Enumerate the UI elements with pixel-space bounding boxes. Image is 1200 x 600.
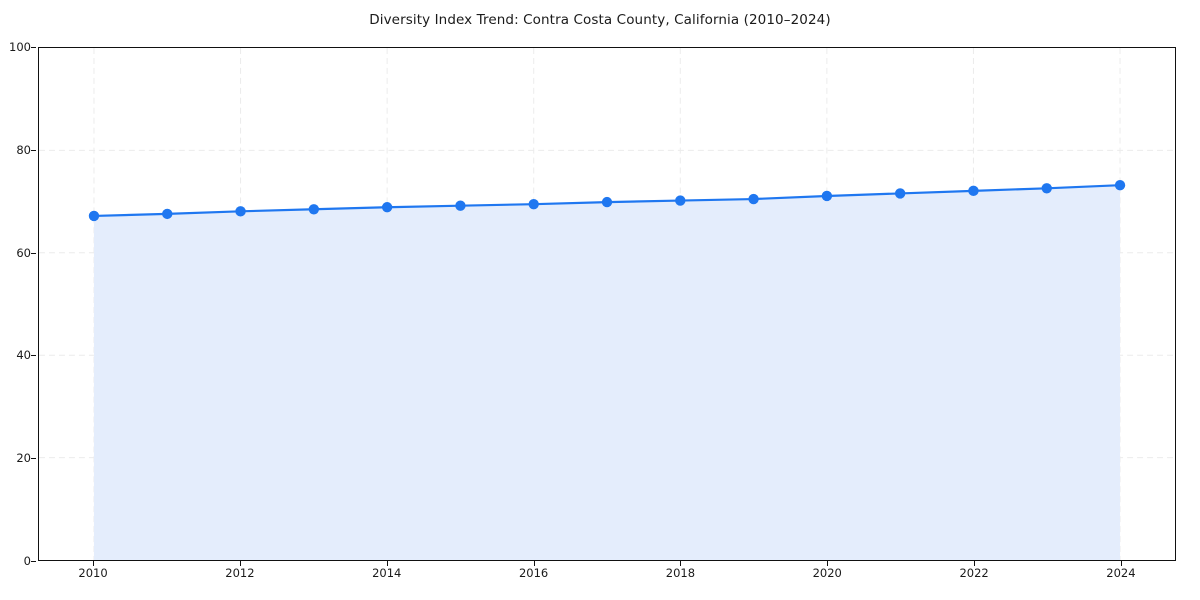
x-axis-tick-label: 2012	[225, 566, 255, 580]
y-axis-tick-mark	[31, 561, 36, 562]
y-axis-tick-mark	[31, 458, 36, 460]
chart-plot-svg	[39, 48, 1175, 560]
x-axis-tick-label: 2020	[812, 566, 842, 580]
data-point-marker	[601, 196, 613, 208]
x-axis-tick-marks	[38, 561, 1176, 569]
x-axis-tick-mark	[827, 561, 829, 566]
y-axis-tick-label: 80	[16, 142, 31, 157]
x-axis-tick-labels: 2010 2012 2014 2016 2018 2020 2022 2024	[38, 566, 1176, 586]
data-point-marker	[821, 190, 833, 202]
data-point-marker	[748, 193, 759, 205]
x-axis-tick-label: 2014	[372, 566, 402, 580]
data-point-marker	[88, 210, 100, 222]
data-point-marker	[235, 206, 246, 217]
y-axis-tick-labels: 0 20 40 60 80 100	[0, 40, 31, 568]
x-axis-tick-mark	[239, 561, 241, 566]
data-point-marker	[1041, 183, 1052, 194]
x-axis-tick-label: 2018	[665, 566, 696, 580]
x-axis-tick-label: 2022	[959, 566, 989, 580]
x-axis-tick-mark	[680, 561, 682, 566]
gridlines	[39, 48, 1175, 560]
data-point-marker	[381, 202, 393, 213]
y-axis-tick-label: 20	[16, 451, 31, 466]
x-axis-tick-mark	[974, 561, 976, 566]
data-point-marker	[528, 198, 539, 210]
y-axis-tick-label: 100	[9, 40, 31, 54]
x-axis-tick-mark	[93, 561, 95, 566]
x-axis-tick-mark	[1120, 561, 1122, 566]
area-fill	[93, 185, 1121, 560]
chart-title: Diversity Index Trend: Contra Costa Coun…	[369, 12, 831, 28]
x-axis-tick-label: 2010	[78, 566, 108, 580]
x-axis-tick-mark	[386, 561, 388, 566]
y-axis-tick-mark	[31, 355, 36, 357]
y-axis-tick-mark	[31, 47, 36, 48]
data-point-marker	[894, 188, 906, 199]
plot-area	[38, 47, 1176, 561]
data-point-marker	[968, 185, 979, 197]
x-axis-tick-label: 2024	[1106, 566, 1136, 580]
y-axis-tick-label: 60	[16, 245, 31, 260]
data-point-marker	[308, 204, 320, 215]
x-axis-tick-mark	[533, 561, 535, 566]
y-axis-tick-marks	[0, 47, 38, 562]
data-point-marker	[1114, 180, 1126, 191]
y-axis-tick-mark	[31, 252, 36, 254]
data-point-marker	[455, 200, 466, 211]
y-axis-tick-mark	[31, 149, 36, 151]
data-point-marker	[675, 195, 686, 206]
y-axis-tick-label: 40	[16, 348, 31, 363]
x-axis-tick-label: 2016	[518, 566, 549, 580]
y-axis-tick-label: 0	[23, 554, 31, 568]
data-point-marker	[162, 208, 173, 220]
